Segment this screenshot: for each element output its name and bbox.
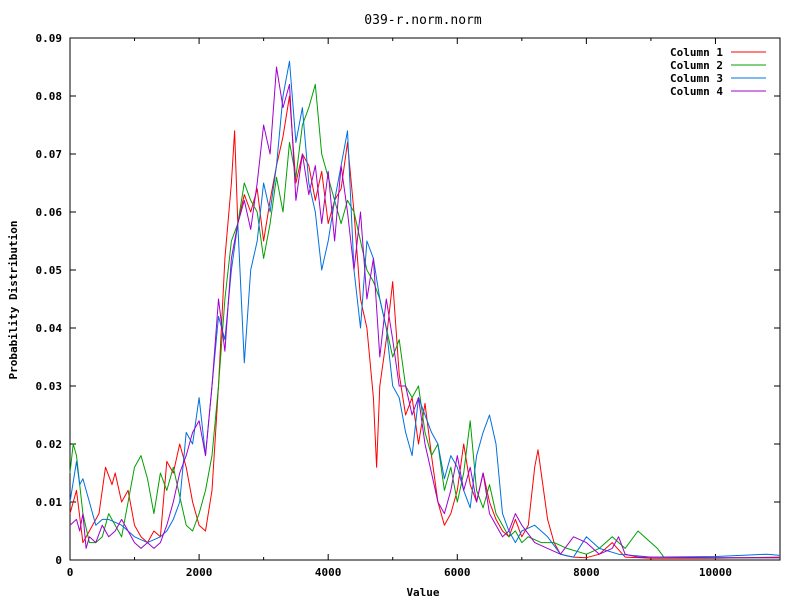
y-tick-label: 0.07 xyxy=(36,148,63,161)
y-axis-ticks: 0 0.01 0.02 0.03 0.04 0.05 0.06 0.07 0.08 0.09 xyxy=(36,32,780,567)
x-axis-label: Value xyxy=(406,586,439,599)
y-tick-label: 0.01 xyxy=(36,496,63,509)
legend-label-1: Column 1 xyxy=(670,46,723,59)
y-tick-label: 0.02 xyxy=(36,438,63,451)
y-tick-label: 0.05 xyxy=(36,264,63,277)
x-tick-label: 6000 xyxy=(444,566,471,579)
chart-title: 039-r.norm.norm xyxy=(364,13,482,28)
y-tick-label: 0.06 xyxy=(36,206,63,219)
series-lines xyxy=(69,60,781,559)
plot-frame xyxy=(69,37,781,561)
y-tick-label: 0.03 xyxy=(36,380,63,393)
y-axis-label: Probability Distribution xyxy=(7,221,20,380)
series-line-2 xyxy=(69,83,780,559)
series-line-4 xyxy=(69,66,780,559)
legend-label-3: Column 3 xyxy=(670,72,723,85)
x-tick-label: 2000 xyxy=(186,566,213,579)
legend-label-2: Column 2 xyxy=(670,59,723,72)
x-tick-label: 10000 xyxy=(699,566,732,579)
x-axis-ticks: 0 2000 4000 6000 8000 10000 xyxy=(67,38,732,579)
legend-label-4: Column 4 xyxy=(670,85,723,98)
y-tick-label: 0.08 xyxy=(36,90,63,103)
x-tick-label: 4000 xyxy=(315,566,342,579)
series-line-3 xyxy=(69,60,781,558)
x-tick-label: 8000 xyxy=(573,566,600,579)
x-tick-label: 0 xyxy=(67,566,74,579)
series-line-1 xyxy=(69,95,781,559)
y-tick-label: 0.04 xyxy=(36,322,63,335)
y-tick-label: 0 xyxy=(55,554,62,567)
plot-border xyxy=(69,37,781,561)
y-tick-label: 0.09 xyxy=(36,32,63,45)
